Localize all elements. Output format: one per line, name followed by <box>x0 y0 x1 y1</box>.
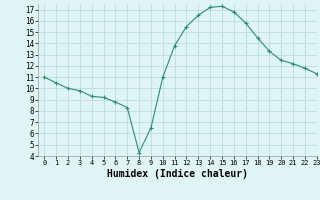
X-axis label: Humidex (Indice chaleur): Humidex (Indice chaleur) <box>107 169 248 179</box>
